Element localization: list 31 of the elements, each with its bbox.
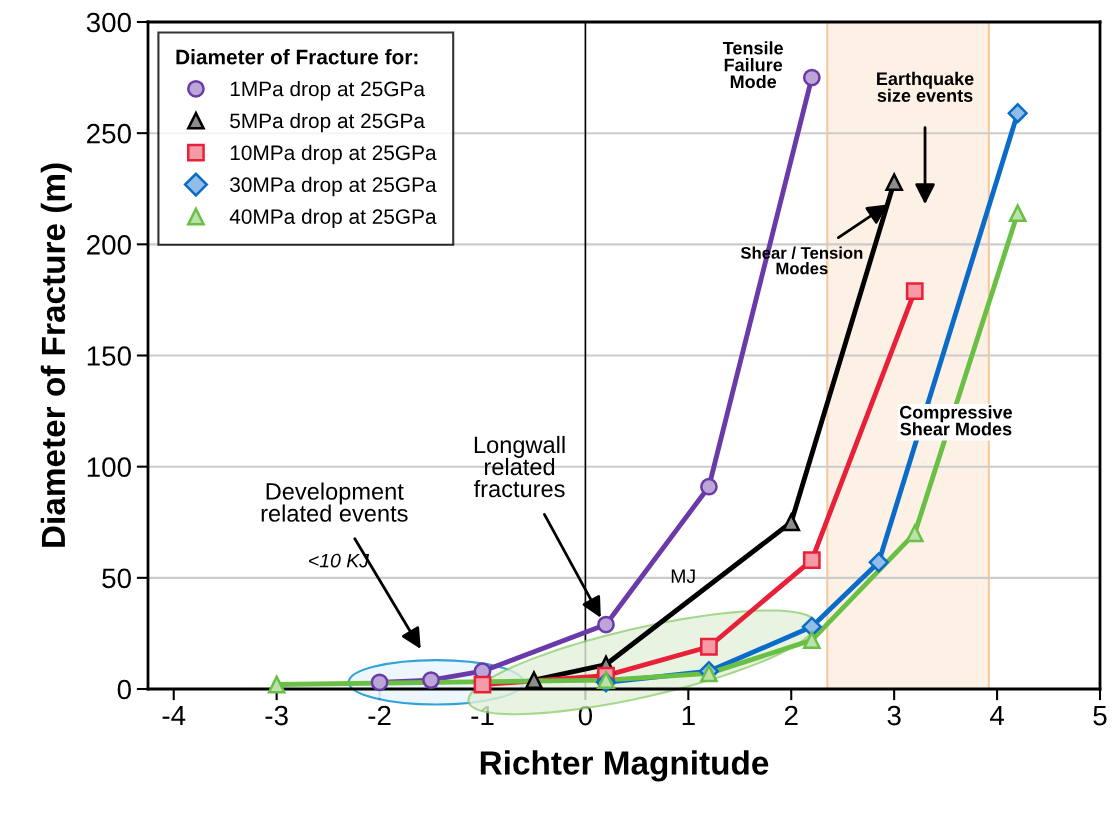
y-tick-label: 0: [117, 679, 131, 700]
x-tick-label: 1: [682, 705, 695, 726]
legend-label: 40MPa drop at 25GPa: [229, 208, 437, 229]
legend-label: 10MPa drop at 25GPa: [230, 144, 437, 165]
annotation: Compressive Shear Modes: [899, 405, 1012, 436]
y-tick-label: 150: [87, 346, 131, 366]
annotation: Earthquake size events: [877, 71, 974, 102]
x-tick-label: -1: [471, 705, 494, 726]
y-tick-label: 200: [87, 235, 131, 255]
x-tick-label: -2: [368, 705, 391, 726]
legend-label: 1MPa drop at 25GPa: [230, 81, 425, 101]
y-tick-label: 100: [87, 457, 131, 478]
x-tick-label: 0: [578, 705, 593, 726]
legend-label: 5MPa drop at 25GPa: [230, 112, 425, 133]
x-tick-label: 2: [784, 705, 798, 726]
y-tick-label: 250: [87, 123, 131, 144]
y-axis-title: Diameter of Fracture (m): [40, 163, 72, 547]
x-tick-label: 5: [1093, 705, 1107, 726]
legend-label: 30MPa drop at 25GPa: [230, 176, 437, 197]
x-tick-label: 4: [990, 705, 1004, 726]
y-tick-label: 300: [86, 12, 131, 33]
annotation: Development related events: [261, 482, 408, 522]
x-tick-label: -4: [162, 705, 186, 726]
annotation: Longwall related fractures: [473, 435, 565, 498]
annotation: Tensile Failure Mode: [722, 41, 783, 89]
y-tick-label: 50: [102, 568, 131, 589]
x-axis-title: Richter Magnitude: [480, 750, 769, 782]
annotation: MJ: [671, 569, 695, 584]
legend-title: Diameter of Fracture for:: [176, 49, 418, 65]
x-tick-label: 3: [887, 705, 901, 726]
x-tick-label: -3: [265, 705, 288, 726]
